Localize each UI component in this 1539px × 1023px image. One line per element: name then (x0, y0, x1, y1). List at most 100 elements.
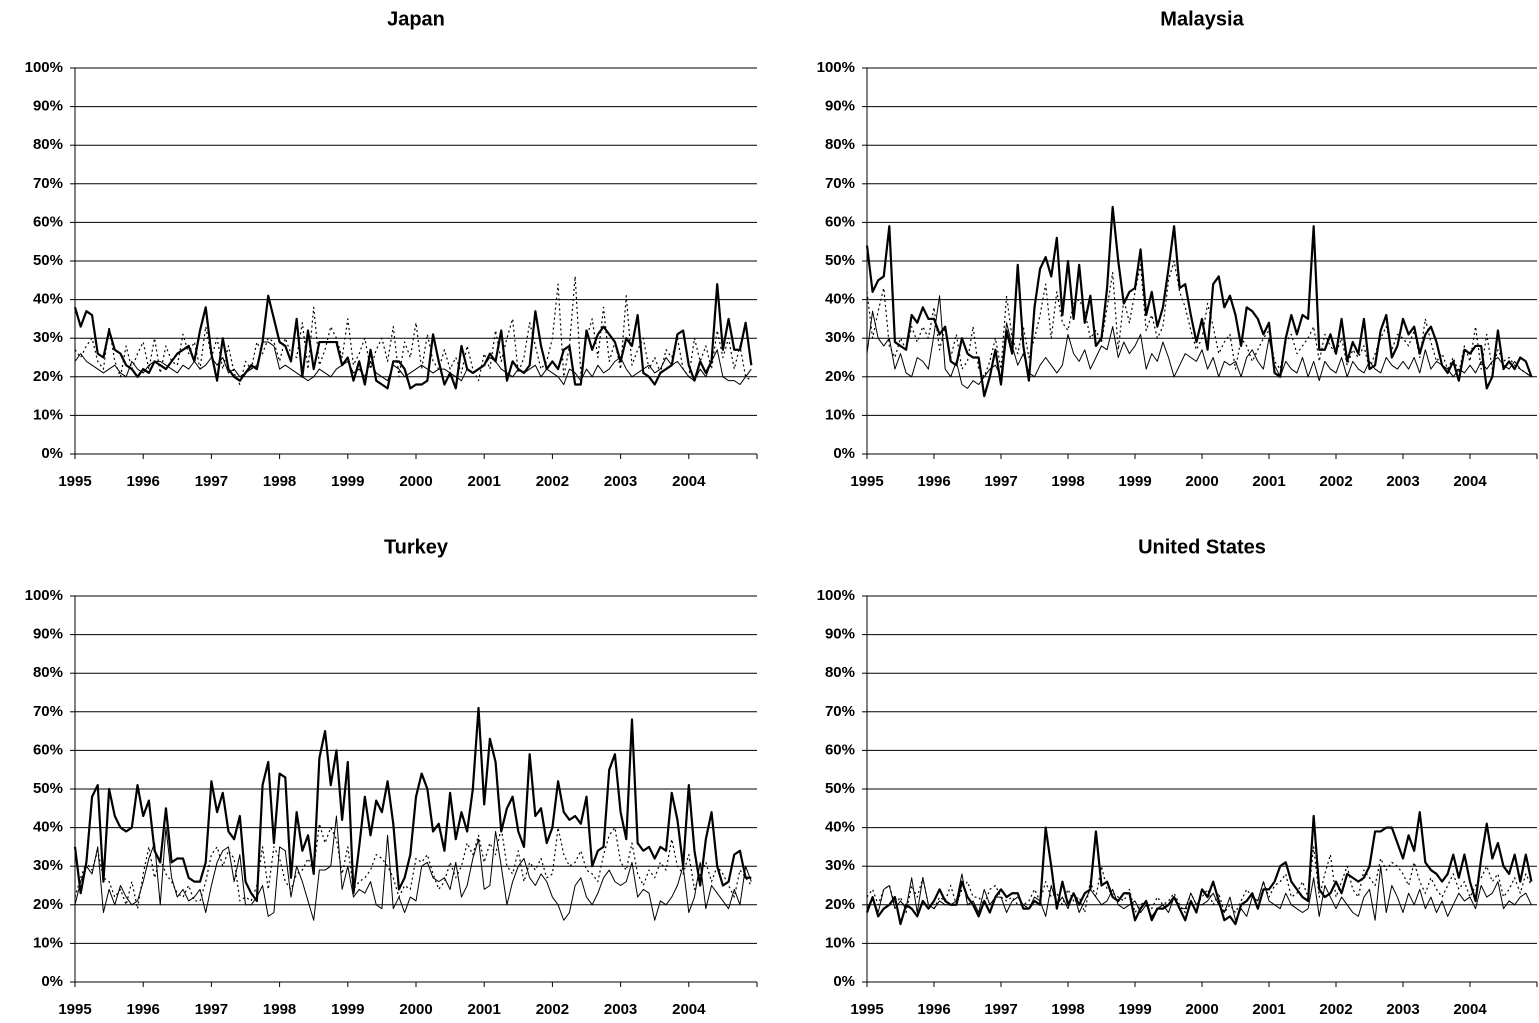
x-tick-label: 1995 (58, 473, 91, 490)
y-tick-label: 50% (33, 780, 63, 797)
y-tick-label: 40% (33, 819, 63, 836)
x-tick-label: 1996 (127, 1001, 160, 1018)
y-tick-label: 100% (817, 59, 855, 76)
y-tick-label: 10% (825, 934, 855, 951)
y-tick-label: 70% (33, 175, 63, 192)
y-tick-label: 40% (33, 291, 63, 308)
x-tick-label: 2001 (1252, 473, 1285, 490)
x-tick-label: 2000 (1185, 1001, 1218, 1018)
chart-title: Malaysia (1160, 8, 1244, 30)
y-tick-label: 100% (25, 59, 63, 76)
y-tick-label: 80% (33, 136, 63, 153)
x-tick-label: 1999 (331, 1001, 364, 1018)
y-tick-label: 20% (825, 896, 855, 913)
x-tick-label: 2002 (1319, 1001, 1352, 1018)
y-tick-label: 10% (33, 406, 63, 423)
y-tick-label: 20% (825, 368, 855, 385)
series-line (74, 815, 752, 921)
series-line (74, 275, 752, 386)
x-tick-label: 1998 (263, 1001, 296, 1018)
y-tick-label: 90% (825, 626, 855, 643)
x-tick-label: 1999 (1118, 473, 1151, 490)
x-tick-label: 1996 (127, 473, 160, 490)
series-line (866, 846, 1532, 914)
y-tick-label: 100% (25, 587, 63, 604)
y-tick-label: 60% (33, 741, 63, 758)
x-tick-label: 2003 (1386, 473, 1419, 490)
x-tick-label: 2002 (536, 1001, 569, 1018)
x-tick-label: 2003 (604, 1001, 637, 1018)
series-line (73, 706, 752, 903)
x-tick-label: 2001 (468, 1001, 501, 1018)
y-tick-label: 90% (33, 626, 63, 643)
y-tick-label: 40% (825, 291, 855, 308)
y-tick-label: 80% (825, 664, 855, 681)
y-tick-label: 60% (825, 213, 855, 230)
y-tick-label: 10% (33, 934, 63, 951)
y-tick-label: 70% (33, 703, 63, 720)
chart-title: Turkey (384, 536, 449, 558)
x-tick-label: 2004 (672, 473, 706, 490)
series-line (865, 811, 1533, 926)
x-tick-label: 2004 (1453, 1001, 1487, 1018)
y-tick-label: 60% (825, 741, 855, 758)
y-tick-label: 0% (833, 973, 855, 990)
series-line (74, 341, 752, 386)
y-tick-label: 20% (33, 368, 63, 385)
y-tick-label: 30% (33, 329, 63, 346)
y-tick-label: 80% (33, 664, 63, 681)
x-tick-label: 2002 (1319, 473, 1352, 490)
x-tick-label: 2001 (1252, 1001, 1285, 1018)
x-tick-label: 1995 (850, 1001, 883, 1018)
x-tick-label: 1998 (1051, 473, 1084, 490)
y-tick-label: 90% (825, 98, 855, 115)
y-tick-label: 30% (825, 329, 855, 346)
x-tick-label: 1996 (917, 473, 950, 490)
series-line (74, 823, 752, 910)
x-tick-label: 2000 (399, 1001, 432, 1018)
y-tick-label: 50% (825, 252, 855, 269)
x-tick-label: 2000 (399, 473, 432, 490)
series-line (866, 865, 1532, 921)
y-tick-label: 10% (825, 406, 855, 423)
y-tick-label: 90% (33, 98, 63, 115)
y-tick-label: 0% (41, 973, 63, 990)
x-tick-label: 1998 (1051, 1001, 1084, 1018)
y-tick-label: 80% (825, 136, 855, 153)
x-tick-label: 1995 (58, 1001, 91, 1018)
y-tick-label: 100% (817, 587, 855, 604)
y-tick-label: 40% (825, 819, 855, 836)
x-tick-label: 1997 (195, 473, 228, 490)
x-tick-label: 1995 (850, 473, 883, 490)
x-tick-label: 2000 (1185, 473, 1218, 490)
y-tick-label: 30% (825, 857, 855, 874)
x-tick-label: 1997 (984, 473, 1017, 490)
y-tick-label: 0% (41, 445, 63, 462)
x-tick-label: 1997 (195, 1001, 228, 1018)
x-tick-label: 1999 (331, 473, 364, 490)
x-tick-label: 2001 (468, 473, 501, 490)
series-line (73, 283, 753, 390)
x-tick-label: 1999 (1118, 1001, 1151, 1018)
x-tick-label: 2003 (1386, 1001, 1419, 1018)
y-tick-label: 60% (33, 213, 63, 230)
y-tick-label: 20% (33, 896, 63, 913)
y-tick-label: 30% (33, 857, 63, 874)
y-tick-label: 50% (825, 780, 855, 797)
chart-title: Japan (387, 8, 445, 30)
series-line (866, 260, 1532, 378)
y-tick-label: 50% (33, 252, 63, 269)
x-tick-label: 2002 (536, 473, 569, 490)
x-tick-label: 2004 (1453, 473, 1487, 490)
y-tick-label: 0% (833, 445, 855, 462)
series-line (866, 295, 1532, 389)
chart-title: United States (1138, 536, 1266, 558)
y-tick-label: 70% (825, 703, 855, 720)
x-tick-label: 2003 (604, 473, 637, 490)
x-tick-label: 2004 (672, 1001, 706, 1018)
x-tick-label: 1998 (263, 473, 296, 490)
x-tick-label: 1996 (917, 1001, 950, 1018)
x-tick-label: 1997 (984, 1001, 1017, 1018)
y-tick-label: 70% (825, 175, 855, 192)
